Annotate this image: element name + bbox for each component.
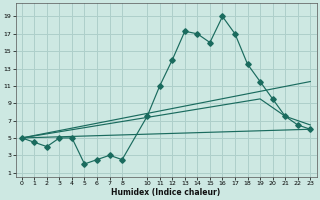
X-axis label: Humidex (Indice chaleur): Humidex (Indice chaleur) <box>111 188 221 197</box>
